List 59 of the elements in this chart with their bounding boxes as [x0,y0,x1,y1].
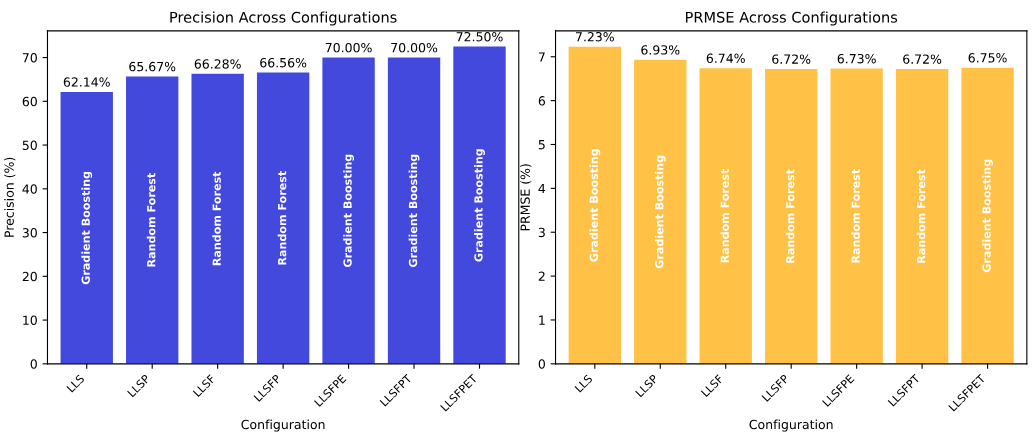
x-axis-title: Configuration [241,419,325,432]
y-tick-label: 50 [22,140,37,150]
annotation: Gradient Boosting [589,149,601,262]
bar [191,73,244,364]
data-label: 62.14% [63,77,110,87]
annotation: Gradient Boosting [982,159,993,273]
data-label: 66.28% [194,59,241,69]
annotation: Gradient Boosting [654,155,666,269]
y-tick-label: 6 [538,96,546,106]
y-axis-title: PRMSE (%) [520,164,532,231]
annotation: Random Forest [720,168,729,263]
data-label: 6.93% [641,45,680,55]
y-tick-label: 30 [22,228,37,238]
annotation: Gradient Boosting [81,171,93,285]
data-label: 6.74% [706,53,745,63]
annotation: Random Forest [851,169,860,263]
annotation: Random Forest [146,173,156,267]
y-tick-label: 1 [539,315,545,325]
y-tick-label: 40 [22,184,37,194]
annotation: Gradient Boosting [474,149,485,262]
data-label: 70.00% [391,42,438,53]
data-label: 6.72% [772,54,811,64]
y-tick-label: 0 [30,359,37,369]
data-label: 6.72% [903,54,942,64]
annotation: Gradient Boosting [408,154,420,268]
bar [126,76,179,364]
y-tick-label: 4 [538,183,546,194]
x-axis-title: Configuration [749,419,833,432]
bar [453,46,506,364]
x-tick-label: LLS [574,374,593,393]
annotation: Random Forest [212,171,221,266]
bar [322,57,375,364]
y-tick-label: 10 [23,315,37,325]
y-tick-label: 2 [538,271,545,281]
y-tick-label: 0 [538,359,545,369]
y-tick-label: 20 [22,271,37,282]
y-axis-title: Precision (%) [4,157,16,237]
annotation: Gradient Boosting [343,154,354,268]
y-tick-label: 3 [538,227,545,238]
data-label: 6.73% [837,53,876,64]
bar [60,91,113,364]
chart-title: Precision Across Configurations [170,11,397,26]
chart-title: PRMSE Across Configurations [685,11,898,26]
data-label: 65.67% [129,61,176,72]
annotation: Random Forest [785,169,795,263]
y-tick-label: 70 [22,53,37,63]
data-label: 70.00% [325,42,372,53]
y-tick-label: 60 [22,96,37,107]
y-tick-label: 5 [538,140,545,150]
bar [256,72,310,364]
data-label: 7.23% [575,32,614,42]
annotation: Random Forest [277,171,287,265]
data-label: 72.50% [456,31,503,42]
annotation: Random Forest [916,169,926,263]
data-label: 66.56% [260,57,307,68]
bar [387,57,441,364]
x-tick-label: LLS [66,374,85,393]
y-tick-label: 7 [538,52,545,62]
data-label: 6.75% [968,53,1007,63]
